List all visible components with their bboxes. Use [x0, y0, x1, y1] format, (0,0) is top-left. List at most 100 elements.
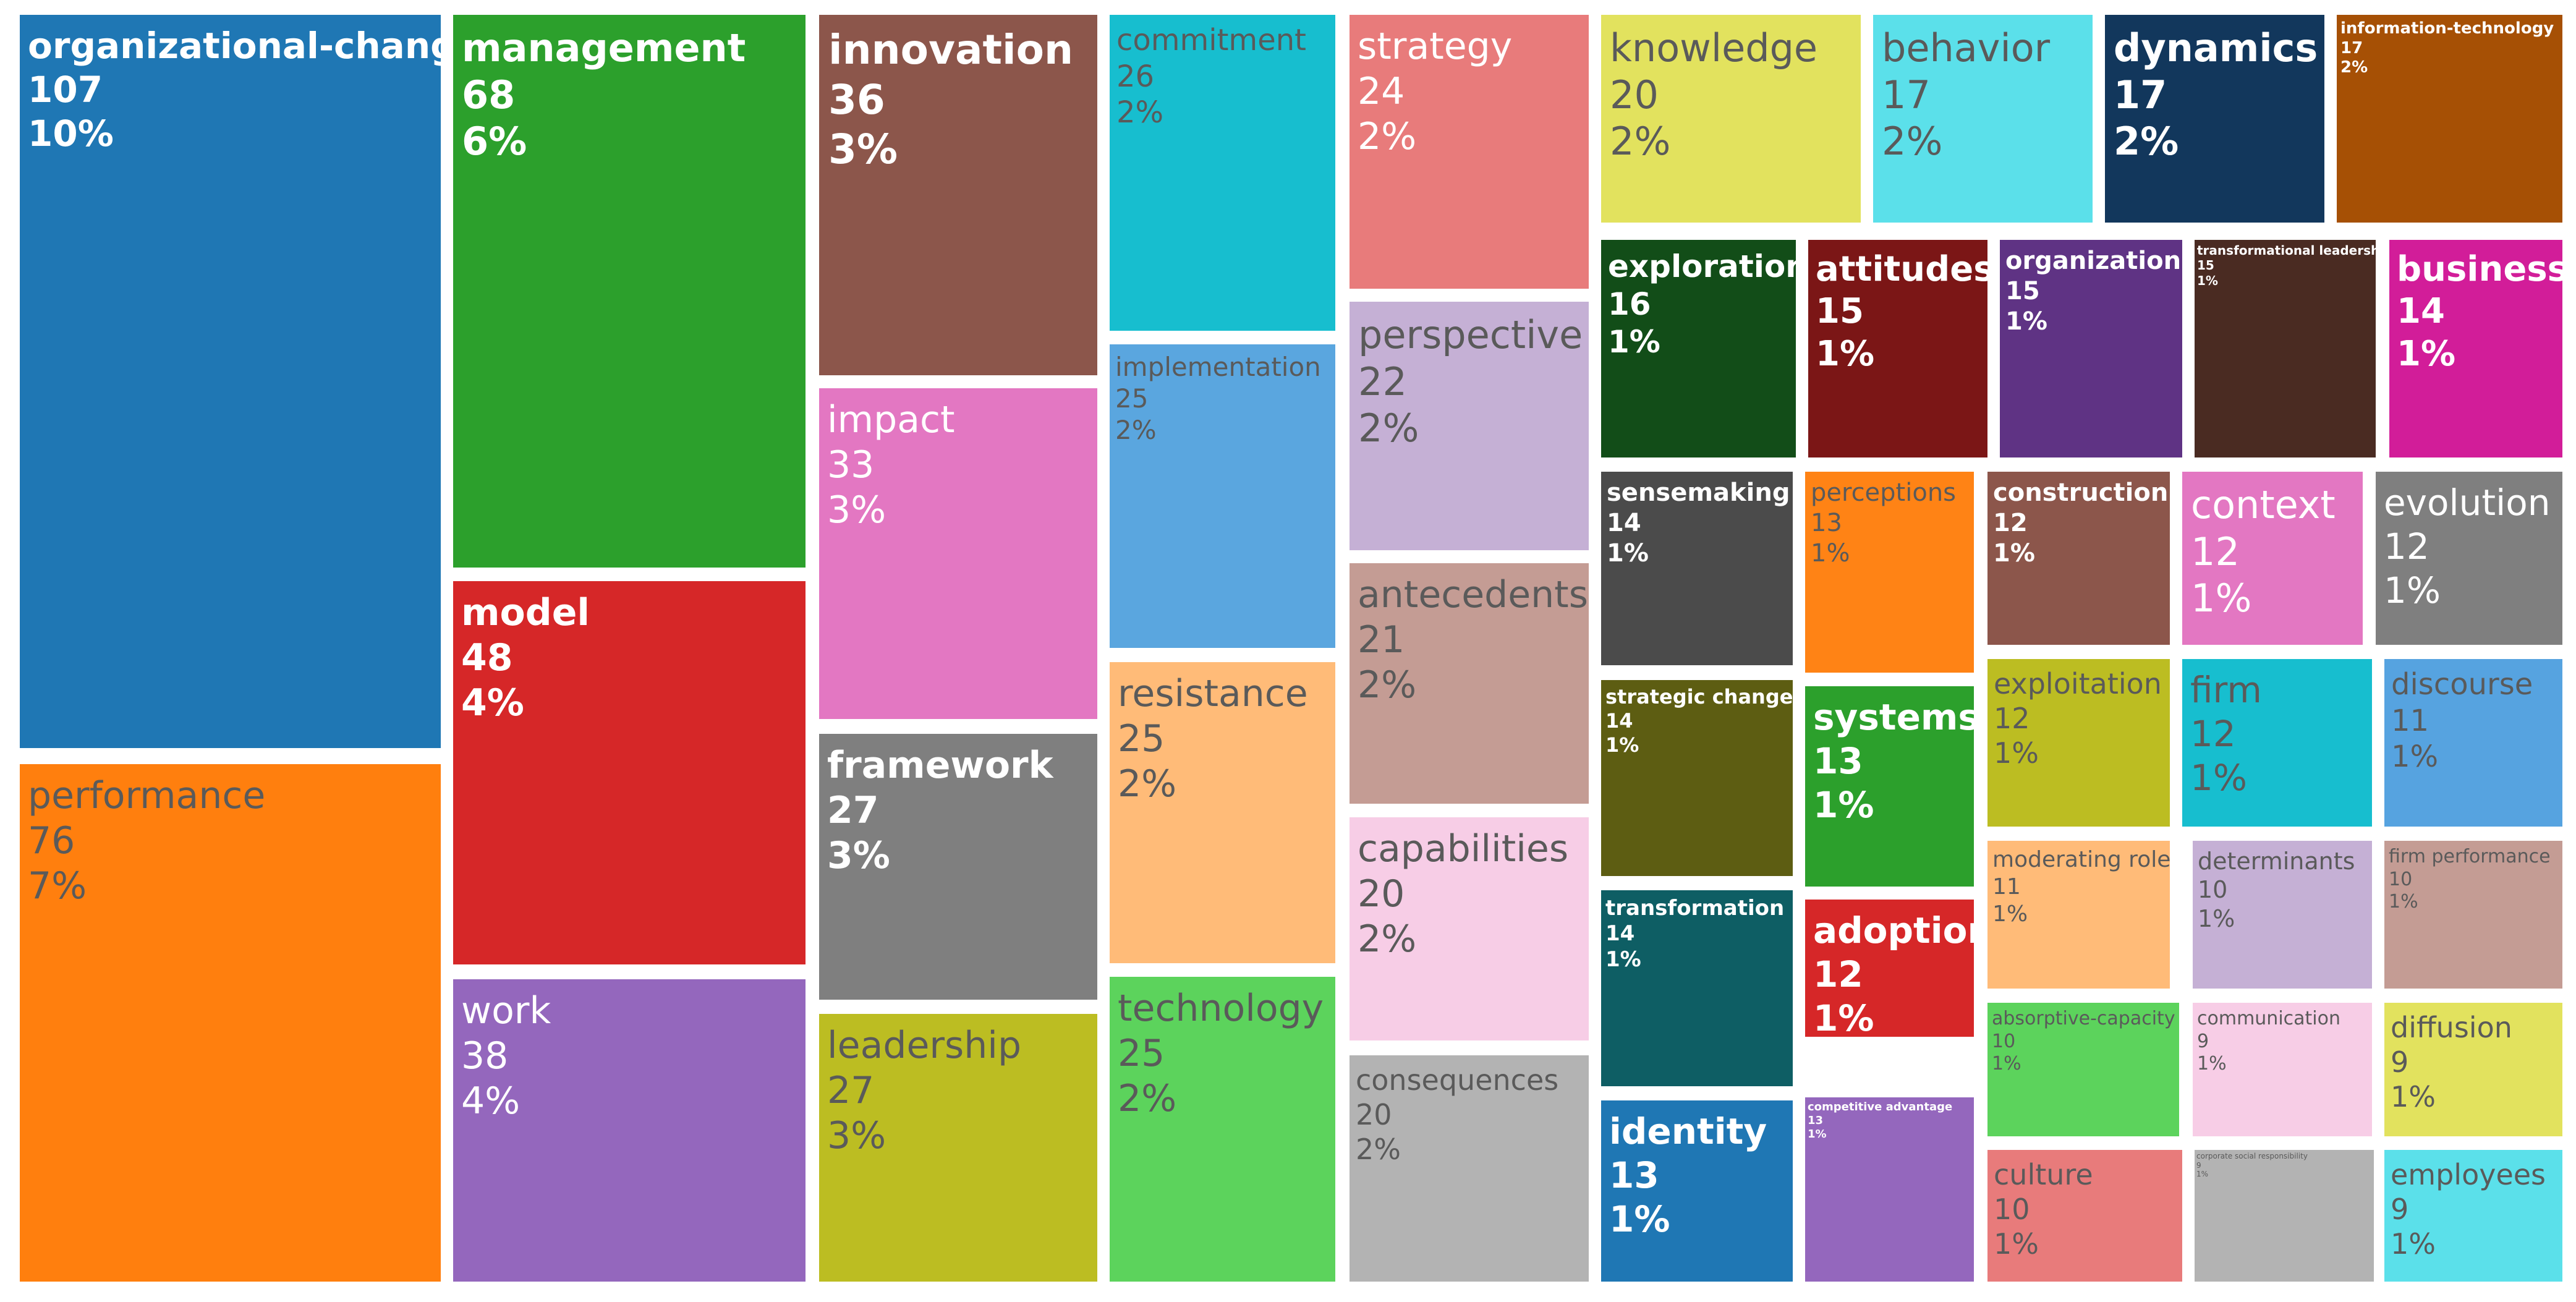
tile-percent: 1%	[1808, 1127, 1827, 1141]
tile-percent: 1%	[2391, 1080, 2436, 1114]
tile-label: antecedents	[1358, 573, 1588, 616]
tile-label: work	[461, 989, 551, 1032]
tile-label: strategic change	[1605, 685, 1793, 708]
tile-label: moderating role	[1992, 847, 2170, 872]
tile-value: 22	[1358, 359, 1407, 404]
tile-percent: 2%	[1118, 1077, 1177, 1121]
tile-value: 9	[2197, 1030, 2209, 1052]
tile-label: commitment	[1116, 23, 1306, 57]
tile-percent: 2%	[1116, 95, 1164, 130]
tile-value: 14	[1605, 709, 1633, 733]
tile-value: 38	[461, 1034, 509, 1078]
treemap-tile-competitive-advantage: competitive advantage 13 1%	[1805, 1097, 1974, 1282]
treemap-tile-systems: systems 13 1%	[1805, 686, 1974, 887]
tile-percent: 1%	[1992, 1053, 2021, 1075]
tile-percent: 2%	[2340, 58, 2368, 77]
tile-value: 21	[1358, 618, 1405, 662]
tile-value: 12	[1994, 702, 2030, 736]
tile-label: determinants	[2198, 848, 2355, 875]
tile-value: 13	[1811, 508, 1842, 537]
treemap-tile-behavior: behavior 17 2%	[1873, 15, 2093, 223]
tile-percent: 4%	[461, 1079, 521, 1123]
tile-value: 10	[2389, 868, 2413, 890]
tile-label: evolution	[2384, 482, 2551, 524]
tile-percent: 2%	[1358, 917, 1417, 961]
tile-value: 9	[2196, 1160, 2201, 1170]
tile-value: 12	[2384, 525, 2429, 568]
tile-label: knowledge	[1610, 25, 1818, 70]
tile-label: transformational leadership	[2197, 243, 2376, 258]
tile-percent: 10%	[28, 112, 114, 155]
tile-percent: 2%	[1882, 119, 1943, 164]
tile-percent: 1%	[2391, 1227, 2436, 1261]
tile-label: perspective	[1358, 312, 1583, 357]
treemap-tile-implementation: implementation 25 2%	[1110, 344, 1335, 648]
tile-label: systems	[1813, 696, 1974, 738]
treemap-tile-perspective: perspective 22 2%	[1350, 302, 1589, 550]
tile-label: resistance	[1118, 672, 1308, 715]
tile-value: 10	[2198, 876, 2228, 904]
tile-percent: 1%	[1993, 538, 2035, 568]
tile-label: leadership	[827, 1024, 1022, 1067]
tile-label: perceptions	[1811, 479, 1957, 507]
tile-label: business	[2397, 249, 2562, 289]
tile-value: 25	[1118, 1032, 1165, 1076]
tile-value: 17	[1882, 72, 1931, 117]
tile-label: corporate social responsibility	[2196, 1152, 2308, 1160]
treemap-tile-evolution: evolution 12 1%	[2376, 472, 2562, 645]
treemap-tile-firm-performance: firm performance 10 1%	[2384, 841, 2562, 989]
tile-percent: 1%	[1992, 901, 2028, 927]
tile-label: culture	[1994, 1158, 2093, 1191]
tile-value: 10	[1994, 1193, 2030, 1227]
tile-value: 12	[1813, 953, 1863, 995]
treemap-tile-transformation: transformation 14 1%	[1601, 890, 1793, 1086]
treemap-tile-organizations: organizations 15 1%	[2000, 240, 2182, 457]
tile-label: information-technology	[2340, 19, 2554, 38]
treemap-tile-antecedents: antecedents 21 2%	[1350, 563, 1589, 804]
tile-percent: 1%	[1609, 1198, 1670, 1240]
treemap-tile-diffusion: diffusion 9 1%	[2384, 1003, 2562, 1136]
tile-value: 16	[1608, 286, 1651, 322]
tile-label: strategy	[1358, 25, 1513, 68]
treemap-tile-sensemaking: sensemaking 14 1%	[1601, 472, 1793, 665]
tile-label: discourse	[2391, 667, 2533, 702]
tile-percent: 1%	[2005, 307, 2047, 336]
tile-percent: 1%	[2389, 891, 2418, 913]
treemap-tile-attitudes: attitudes 15 1%	[1808, 240, 1987, 457]
tile-percent: 4%	[461, 681, 524, 725]
tile-percent: 1%	[1605, 733, 1639, 757]
tile-value: 15	[2005, 276, 2040, 305]
tile-percent: 2%	[1358, 115, 1417, 159]
tile-value: 11	[1992, 874, 2021, 900]
treemap-tile-perceptions: perceptions 13 1%	[1805, 472, 1974, 673]
tile-percent: 1%	[1607, 538, 1649, 568]
tile-percent: 1%	[1994, 1227, 2039, 1261]
tile-percent: 2%	[1118, 762, 1177, 806]
tile-percent: 1%	[1813, 997, 1874, 1037]
tile-label: exploitation	[1994, 667, 2162, 700]
tile-percent: 1%	[2384, 569, 2441, 611]
tile-value: 20	[1356, 1098, 1392, 1132]
treemap-tile-work: work 38 4%	[453, 979, 806, 1282]
tile-percent: 1%	[1813, 783, 1874, 826]
tile-percent: 3%	[828, 126, 898, 174]
tile-label: impact	[827, 398, 955, 441]
tile-percent: 3%	[827, 488, 886, 532]
tile-percent: 2%	[2114, 119, 2179, 164]
treemap-tile-strategy: strategy 24 2%	[1350, 15, 1589, 289]
tile-percent: 1%	[1994, 736, 2039, 770]
tile-value: 48	[461, 636, 513, 680]
tile-value: 13	[1813, 739, 1863, 782]
tile-percent: 2%	[1356, 1133, 1401, 1167]
tile-percent: 1%	[2197, 273, 2218, 288]
treemap-tile-consequences: consequences 20 2%	[1350, 1055, 1589, 1282]
treemap-tile-exploitation: exploitation 12 1%	[1987, 659, 2170, 827]
tile-label: transformation	[1605, 896, 1785, 921]
tile-value: 17	[2114, 72, 2167, 117]
tile-label: context	[2191, 482, 2336, 527]
treemap-tile-organizational-change: organizational-change 107 10%	[20, 15, 441, 748]
treemap-tile-framework: framework 27 3%	[819, 734, 1097, 1000]
treemap-tile-discourse: discourse 11 1%	[2384, 659, 2562, 827]
tile-value: 15	[2197, 258, 2214, 273]
